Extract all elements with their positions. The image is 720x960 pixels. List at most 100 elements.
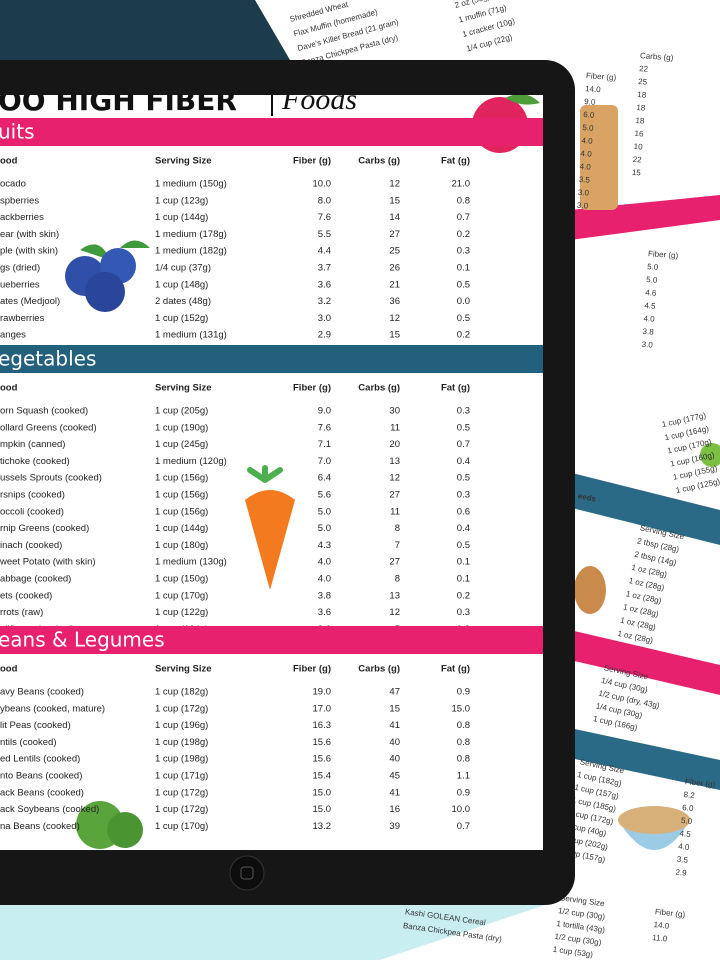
section-title: uits bbox=[0, 120, 35, 144]
table-cell: 1 cup (180g) bbox=[155, 540, 208, 551]
table-cell: ntils (cooked) bbox=[0, 737, 57, 748]
table-cell: 0.9 bbox=[457, 787, 470, 798]
table-cell: 12 bbox=[389, 607, 400, 618]
carrot-top bbox=[247, 465, 283, 483]
paper-text: Fiber (g) bbox=[586, 71, 617, 82]
section-band bbox=[0, 118, 543, 146]
paper-text: 14.0 bbox=[653, 920, 670, 931]
paper-text: 4.0 bbox=[579, 162, 591, 172]
table-cell: 1 medium (150g) bbox=[155, 179, 227, 190]
table-cell: 47 bbox=[389, 687, 400, 698]
table-cell: ack Soybeans (cooked) bbox=[0, 804, 99, 815]
column-header: Serving Size bbox=[155, 664, 212, 675]
table-cell: 0.8 bbox=[457, 737, 470, 748]
table-cell: 39 bbox=[389, 821, 400, 832]
table-cell: 19.0 bbox=[313, 687, 332, 698]
table-cell: 4.0 bbox=[318, 574, 331, 585]
table-cell: occoli (cooked) bbox=[0, 506, 64, 517]
table-cell: 12 bbox=[389, 473, 400, 484]
paper-text: Carbs (g) bbox=[640, 51, 674, 62]
table-cell: ack Beans (cooked) bbox=[0, 787, 84, 798]
table-cell: tichoke (cooked) bbox=[0, 456, 70, 467]
table-cell: 12 bbox=[389, 179, 400, 190]
table-cell: 0.6 bbox=[457, 506, 470, 517]
table-cell: rrots (raw) bbox=[0, 607, 43, 618]
table-cell: 3.7 bbox=[318, 263, 331, 274]
table-cell: 0.1 bbox=[457, 557, 470, 568]
table-cell: 1 cup (170g) bbox=[155, 821, 208, 832]
paper-column: Fiber (g) 14.0 9.0 6.0 5.0 4.0 4.0 4.0 3.5 3.0 3.0 bbox=[577, 71, 617, 211]
table-cell: 13 bbox=[389, 456, 400, 467]
paper-text: 3.0 bbox=[577, 201, 589, 211]
table-cell: 10.0 bbox=[452, 804, 471, 815]
granola-bar-icon bbox=[580, 105, 618, 210]
paper-text: 5.0 bbox=[646, 275, 658, 285]
background-dark bbox=[0, 0, 300, 60]
paper-text: 4.0 bbox=[678, 842, 691, 852]
table-cell: 36 bbox=[389, 296, 400, 307]
table-cell: 14 bbox=[389, 212, 400, 223]
table-cell: 7.6 bbox=[318, 212, 331, 223]
table-cell: 12 bbox=[389, 313, 400, 324]
pea-icon bbox=[700, 443, 720, 467]
table-cell: weet Potato (with skin) bbox=[0, 557, 96, 568]
column-header: Serving Size bbox=[155, 383, 212, 394]
paper-band bbox=[560, 470, 720, 545]
paper-text: Fiber (g) bbox=[655, 907, 686, 919]
paper-text: 2 oz (56g) bbox=[454, 0, 491, 10]
paper-text: 3.5 bbox=[578, 175, 590, 185]
column-header: ood bbox=[0, 156, 18, 167]
column-header: Carbs (g) bbox=[358, 664, 400, 675]
paper-text: 4.5 bbox=[644, 301, 656, 311]
table-cell: 15 bbox=[389, 330, 400, 341]
table-cell: 13 bbox=[389, 590, 400, 601]
table-cell: abbage (cooked) bbox=[0, 574, 71, 585]
paper-text: 18 bbox=[635, 116, 645, 126]
table-cell: 0.7 bbox=[457, 439, 470, 450]
table-cell: spberries bbox=[0, 195, 39, 206]
table-cell: 11 bbox=[390, 506, 400, 517]
table-cell: 1 cup (198g) bbox=[155, 737, 208, 748]
table-cell: 8 bbox=[395, 523, 400, 534]
paper-text: 4.0 bbox=[643, 314, 655, 324]
table-cell: 1 cup (150g) bbox=[155, 574, 208, 585]
table-cell: lit Peas (cooked) bbox=[0, 720, 71, 731]
table-cell: 2.9 bbox=[318, 330, 331, 341]
table-cell: 0.2 bbox=[457, 229, 470, 240]
table-cell: 0.5 bbox=[457, 540, 470, 551]
screen: OO HIGH FIBER Foods uits ood Serving Size F… bbox=[0, 95, 543, 850]
table-cell: 0.2 bbox=[457, 590, 470, 601]
section-title: egetables bbox=[0, 347, 96, 371]
table-cell: 15.6 bbox=[313, 754, 332, 765]
table-cell: 0.3 bbox=[457, 607, 470, 618]
section-band bbox=[0, 345, 543, 373]
table-cell: 1 cup (172g) bbox=[155, 703, 208, 714]
paper-text: 2.9 bbox=[675, 868, 688, 878]
paper-band bbox=[570, 630, 720, 695]
table-cell: 4.3 bbox=[318, 540, 331, 551]
table-cell: 1 medium (182g) bbox=[155, 246, 227, 257]
table-cell: 40 bbox=[389, 737, 400, 748]
home-button[interactable] bbox=[229, 855, 265, 891]
paper-text: 22 bbox=[632, 155, 642, 165]
paper-text: Fiber (g) bbox=[685, 777, 716, 789]
table-cell: 0.3 bbox=[457, 406, 470, 417]
carrot bbox=[245, 490, 295, 590]
table-cell: orn Squash (cooked) bbox=[0, 406, 88, 417]
table-cell: 27 bbox=[389, 490, 400, 501]
table-cell: 20 bbox=[389, 439, 400, 450]
table-cell: 0.1 bbox=[457, 574, 470, 585]
table-cell: 7.1 bbox=[318, 439, 331, 450]
table-cell: 27 bbox=[389, 557, 400, 568]
paper-column: Fiber (g)8.2 6.0 5.0 4.5 4.0 3.5 2.9 bbox=[675, 777, 716, 878]
table-cell: 0.4 bbox=[457, 456, 470, 467]
table-cell: 15 bbox=[389, 195, 400, 206]
table-cell: 0.9 bbox=[457, 687, 470, 698]
column-header: Fiber (g) bbox=[293, 156, 331, 167]
table-cell: 0.5 bbox=[457, 279, 470, 290]
table-cell: 9.0 bbox=[318, 406, 331, 417]
paper-text: 15 bbox=[632, 168, 642, 178]
table-cell: 3.0 bbox=[318, 313, 331, 324]
table-cell: 5.5 bbox=[318, 229, 331, 240]
paper-text: 18 bbox=[636, 103, 646, 113]
